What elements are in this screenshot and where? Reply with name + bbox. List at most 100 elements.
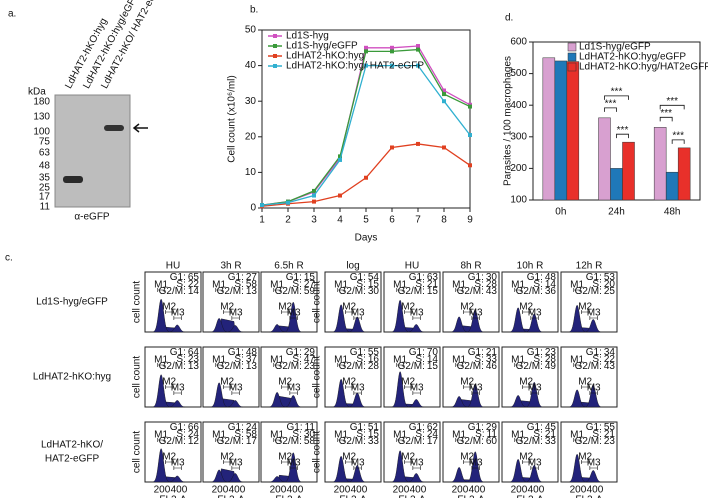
gate-label: M3: [229, 383, 243, 394]
stat-line: S: 23: [176, 354, 199, 365]
stat-value: 15: [368, 279, 380, 290]
stat-value: 59: [304, 286, 316, 297]
stat-name: G2/M:: [159, 286, 186, 297]
gate-label: M2: [220, 377, 234, 388]
gate-label: M3: [229, 458, 243, 469]
column-header: log: [346, 261, 359, 272]
stat-value: 51: [368, 422, 380, 433]
stat-value: 24: [427, 429, 439, 440]
x-tick-label: 200: [270, 485, 287, 496]
stat-value: 64: [188, 347, 200, 358]
stat-line: G1: 24: [228, 422, 258, 433]
gate: [281, 460, 290, 464]
histogram-peak: [211, 469, 227, 483]
stat-value: 17: [427, 436, 439, 447]
gate: [573, 363, 581, 367]
stat-name: G2/M:: [398, 286, 425, 297]
point: [390, 63, 394, 68]
point: [338, 193, 342, 198]
stat-value: 23: [304, 361, 316, 372]
stat-value: 21: [486, 347, 498, 358]
gate: [157, 288, 165, 292]
stat-line: G1: 45: [527, 422, 557, 433]
stat-value: 23: [188, 354, 200, 365]
gate-label: M1: [393, 280, 407, 291]
gate-label: M3: [171, 458, 185, 469]
stat-line: G2/M: 12: [159, 436, 200, 447]
y-tick-label: 10: [245, 167, 257, 178]
bar: [610, 168, 623, 201]
stat-value: 14: [427, 354, 439, 365]
gate: [337, 288, 345, 292]
marker-label: 63: [39, 148, 51, 159]
stat-line: G1: 34: [586, 347, 616, 358]
gate: [289, 391, 298, 395]
point: [338, 154, 342, 159]
histogram-peak: [227, 473, 244, 483]
legend-label: Ld1S-hyg: [286, 31, 329, 42]
stat-line: G1: 48: [228, 347, 258, 358]
point: [416, 44, 420, 49]
gate: [223, 460, 232, 464]
gate: [345, 385, 354, 389]
gate-label: M3: [287, 308, 301, 319]
stat-value: 29: [486, 422, 498, 433]
row-label: HAT2-eGFP: [45, 454, 100, 465]
x-tick-label: 400: [469, 485, 486, 496]
stat-name: G2/M:: [575, 361, 602, 372]
point: [312, 188, 316, 193]
blot: [54, 94, 131, 208]
y-axis-label: cell count: [132, 281, 143, 323]
x-tick-label: 200: [334, 485, 351, 496]
stat-line: S: 24: [176, 429, 199, 440]
gate: [522, 310, 531, 314]
stat-name: G2/M:: [516, 436, 543, 447]
stat-name: G1:: [409, 347, 425, 358]
gate-label: M2: [401, 302, 415, 313]
gate: [412, 391, 421, 395]
x-tick-label: 5: [363, 215, 369, 226]
stat-name: G1:: [228, 272, 244, 283]
gate-label: M2: [519, 452, 533, 463]
x-axis-label: FL2-A: [217, 495, 245, 498]
x-tick-label: 9: [467, 215, 473, 226]
stat-line: S: 15: [356, 429, 379, 440]
point: [416, 63, 420, 68]
x-tick-label: 1: [259, 215, 265, 226]
histogram-peak: [526, 313, 543, 333]
stat-line: S: 21: [415, 279, 438, 290]
stat-name: G2/M:: [217, 436, 244, 447]
legend-swatch: [567, 42, 577, 52]
stat-name: G1:: [286, 347, 302, 358]
marker-label: 25: [39, 183, 51, 194]
stat-name: S:: [592, 279, 601, 290]
histogram-peak: [510, 395, 526, 408]
stat-value: 22: [188, 279, 200, 290]
gate: [530, 316, 539, 320]
gate: [589, 466, 598, 470]
point: [338, 157, 342, 162]
stat-line: G2/M: 60: [457, 436, 498, 447]
stat-line: G1: 23: [527, 347, 557, 358]
point: [390, 49, 394, 54]
y-tick-label: 100: [510, 195, 527, 206]
gate-label: M1: [212, 430, 226, 441]
stat-name: G1:: [350, 422, 366, 433]
stat-line: S: 28: [533, 354, 556, 365]
histogram-peak: [585, 384, 602, 408]
stat-line: G1: 55: [350, 347, 380, 358]
stat-line: G1: 66: [170, 422, 200, 433]
stat-line: G1: 11: [286, 422, 315, 433]
stat-value: 45: [545, 422, 557, 433]
x-tick-label: 24h: [608, 207, 625, 218]
x-tick-label: 400: [410, 485, 427, 496]
stat-name: G2/M:: [457, 436, 484, 447]
y-tick-label: 200: [510, 163, 527, 174]
gate-label: M1: [334, 430, 348, 441]
histogram-peak: [408, 399, 425, 408]
stat-value: 12: [188, 436, 200, 447]
histogram-peak: [227, 400, 244, 408]
legend-label: LdHAT2-hKO:hyg/eGFP: [579, 52, 686, 63]
significance-bracket: [659, 116, 673, 122]
row-label: LdHAT2-hKO:hyg: [33, 372, 111, 383]
